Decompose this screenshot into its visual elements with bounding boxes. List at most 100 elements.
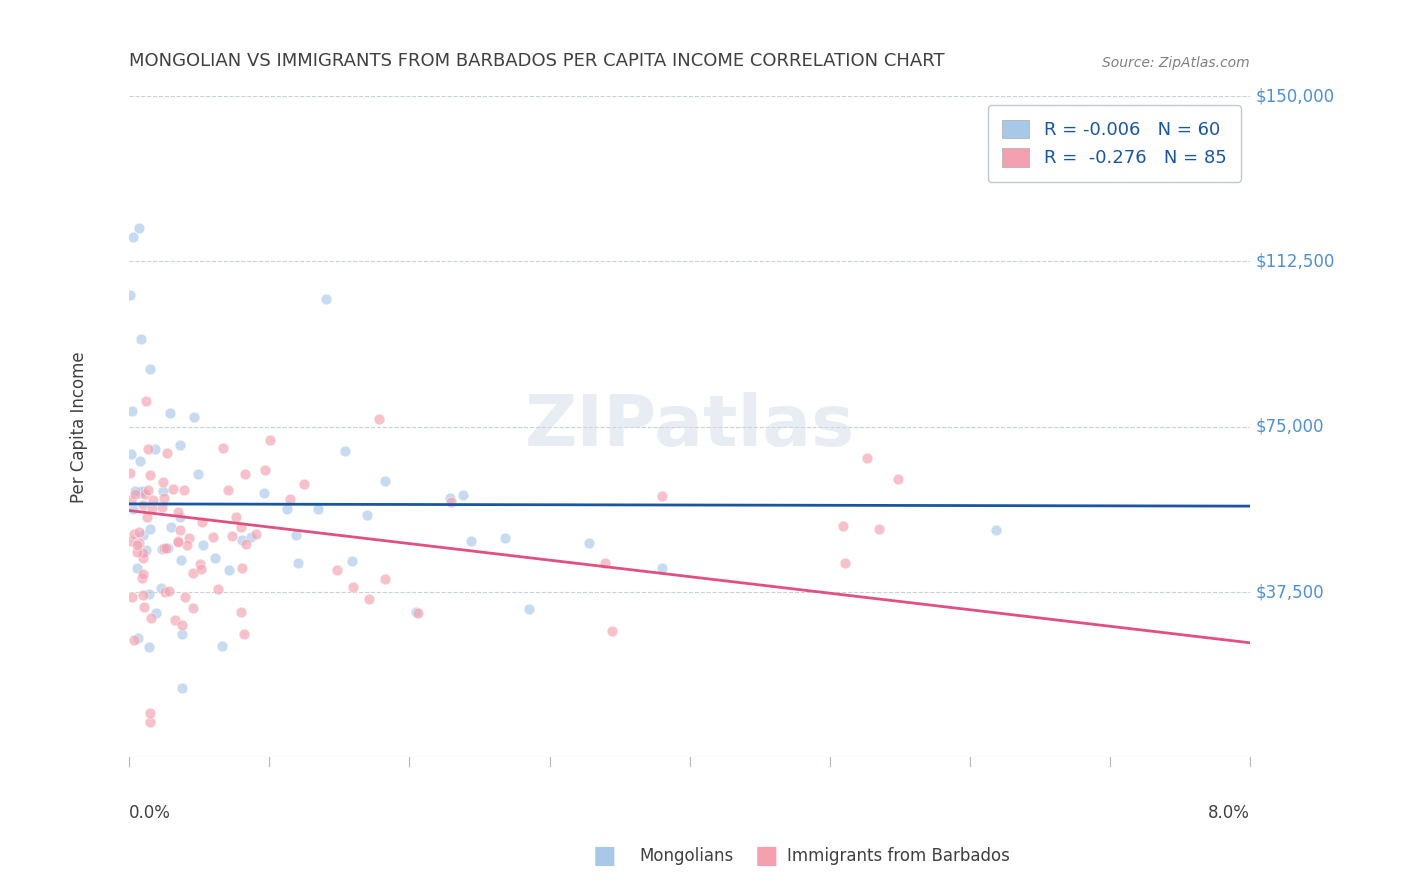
- Point: [856, 450, 879, 465]
- Point: [173, 483, 195, 498]
- Point: [211, 640, 233, 654]
- Point: [134, 487, 156, 501]
- Point: [124, 486, 146, 500]
- Point: [132, 551, 155, 566]
- Text: $37,500: $37,500: [1256, 583, 1324, 601]
- Point: [129, 332, 152, 346]
- Point: [142, 492, 165, 507]
- Text: ■: ■: [755, 845, 778, 868]
- Point: [138, 362, 160, 376]
- Point: [231, 533, 253, 548]
- Point: [183, 410, 205, 425]
- Point: [125, 538, 148, 552]
- Point: [169, 523, 191, 537]
- Point: [240, 530, 263, 544]
- Point: [253, 486, 276, 500]
- Point: [374, 474, 396, 488]
- Point: [155, 541, 177, 555]
- Point: [122, 502, 145, 516]
- Point: [125, 561, 148, 575]
- Point: [887, 472, 910, 486]
- Point: [229, 605, 252, 619]
- Point: [651, 489, 673, 503]
- Point: [128, 485, 150, 500]
- Point: [176, 537, 198, 551]
- Point: [120, 466, 142, 480]
- Point: [517, 601, 540, 615]
- Point: [342, 554, 364, 568]
- Point: [259, 433, 281, 447]
- Point: [278, 492, 301, 507]
- Point: [127, 632, 149, 646]
- Point: [578, 535, 600, 549]
- Point: [181, 600, 204, 615]
- Point: [172, 618, 194, 632]
- Point: [132, 498, 155, 512]
- Point: [152, 475, 174, 489]
- Point: [315, 292, 337, 306]
- Point: [121, 230, 143, 244]
- Point: [494, 531, 516, 545]
- Point: [157, 584, 180, 599]
- Point: [138, 468, 160, 483]
- Point: [124, 484, 146, 499]
- Point: [128, 525, 150, 540]
- Point: [191, 538, 214, 552]
- Point: [405, 605, 427, 619]
- Point: [159, 406, 181, 420]
- Point: [136, 483, 159, 497]
- Point: [356, 508, 378, 522]
- Point: [368, 412, 391, 426]
- Point: [120, 492, 142, 507]
- Point: [233, 467, 256, 481]
- Point: [135, 394, 157, 409]
- Point: [229, 520, 252, 534]
- Point: [276, 501, 298, 516]
- Point: [187, 467, 209, 482]
- Point: [170, 552, 193, 566]
- Point: [359, 591, 381, 606]
- Point: [170, 681, 193, 695]
- Point: [406, 606, 429, 620]
- Point: [172, 627, 194, 641]
- Point: [451, 488, 474, 502]
- Point: [834, 557, 856, 571]
- Point: [135, 510, 157, 524]
- Point: [326, 563, 349, 577]
- Point: [143, 442, 166, 456]
- Point: [169, 438, 191, 452]
- Point: [132, 599, 155, 614]
- Text: Source: ZipAtlas.com: Source: ZipAtlas.com: [1102, 55, 1250, 70]
- Point: [129, 486, 152, 500]
- Point: [122, 633, 145, 648]
- Point: [121, 404, 143, 418]
- Point: [440, 495, 463, 509]
- Point: [152, 541, 174, 555]
- Point: [217, 483, 239, 498]
- Point: [173, 590, 195, 604]
- Point: [245, 526, 267, 541]
- Point: [460, 533, 482, 548]
- Point: [131, 571, 153, 585]
- Point: [138, 715, 160, 730]
- Point: [177, 531, 200, 545]
- Point: [204, 550, 226, 565]
- Point: [181, 566, 204, 580]
- Point: [165, 613, 187, 627]
- Point: [156, 445, 179, 459]
- Point: [125, 545, 148, 559]
- Point: [160, 520, 183, 534]
- Point: [141, 611, 163, 625]
- Point: [225, 509, 247, 524]
- Point: [218, 564, 240, 578]
- Point: [342, 580, 364, 594]
- Point: [121, 590, 143, 604]
- Point: [212, 442, 235, 456]
- Point: [984, 524, 1007, 538]
- Point: [145, 606, 167, 620]
- Text: MONGOLIAN VS IMMIGRANTS FROM BARBADOS PER CAPITA INCOME CORRELATION CHART: MONGOLIAN VS IMMIGRANTS FROM BARBADOS PE…: [129, 52, 945, 70]
- Point: [602, 624, 624, 638]
- Point: [131, 546, 153, 560]
- Point: [150, 500, 173, 514]
- Point: [120, 533, 142, 548]
